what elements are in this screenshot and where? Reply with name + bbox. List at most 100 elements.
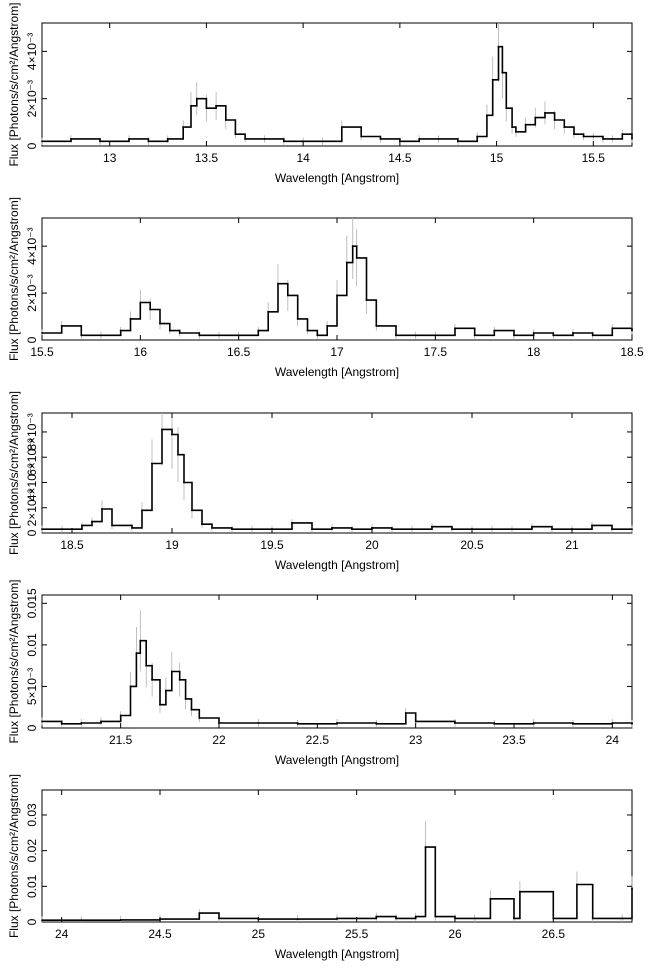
data-point <box>414 720 417 723</box>
data-point <box>414 334 417 337</box>
plot-frame <box>41 22 633 147</box>
x-tick-label: 25 <box>252 927 266 941</box>
data-point <box>119 919 122 921</box>
y-tick-label: 0 <box>25 529 39 536</box>
x-tick-label: 24 <box>55 927 69 941</box>
data-point <box>497 45 500 48</box>
data-point <box>139 639 142 642</box>
spectrum-step-line <box>42 639 633 725</box>
data-point <box>602 138 604 140</box>
x-tick-label: 22 <box>212 733 226 747</box>
data-point <box>111 524 113 527</box>
data-point <box>201 523 203 526</box>
x-tick-label: 19.5 <box>260 538 284 552</box>
data-point <box>159 322 161 325</box>
data-point <box>434 915 437 918</box>
data-point <box>336 294 338 297</box>
data-point <box>231 528 233 531</box>
data-point <box>491 78 494 81</box>
data-point <box>311 528 313 531</box>
data-point <box>321 140 324 143</box>
data-point <box>170 670 173 673</box>
data-point <box>101 508 103 510</box>
data-point <box>251 528 253 531</box>
data-point <box>331 527 333 529</box>
y-tick-label: 0.03 <box>25 803 39 827</box>
data-point <box>190 104 192 107</box>
data-point <box>493 329 496 332</box>
y-tick-label: 5×10⁻³ <box>25 668 39 705</box>
data-point <box>198 334 201 337</box>
y-axis-label: Flux [Photons/s/cm²/Angstrom] <box>7 391 21 555</box>
data-point <box>418 138 421 140</box>
data-point <box>476 135 479 138</box>
data-point <box>336 917 338 920</box>
data-point <box>551 528 553 531</box>
x-tick-label: 13 <box>103 151 117 165</box>
x-tick-label: 21.5 <box>109 733 133 747</box>
y-axis-label: Flux [Photons/s/cm²/Angstrom] <box>7 2 21 166</box>
data-point <box>244 138 247 140</box>
x-tick-label: 16 <box>134 345 148 359</box>
x-tick-label: 16.5 <box>227 345 251 359</box>
spectrum-panel-4: 21.5 22 22.5 23 23.5 24 0 5×10⁻³ 0.01 0.015 Wavele… <box>7 579 633 767</box>
x-tick-label: 15.5 <box>30 345 54 359</box>
data-point <box>532 722 535 724</box>
data-point <box>573 133 575 136</box>
data-point <box>515 130 517 133</box>
data-point <box>340 126 343 128</box>
data-point <box>553 119 556 121</box>
data-point <box>489 897 492 900</box>
data-point <box>119 329 122 332</box>
plot-frame <box>41 412 633 534</box>
data-point <box>524 123 527 126</box>
spectrum-step-line <box>42 45 633 143</box>
data-point <box>286 294 289 297</box>
data-point <box>257 329 260 332</box>
x-tick-label: 17.5 <box>424 345 448 359</box>
data-point <box>218 334 220 337</box>
y-tick-label: 4×10⁻³ <box>25 33 39 70</box>
y-tick-label: 0 <box>25 142 39 149</box>
data-point <box>505 107 508 110</box>
data-point <box>511 528 513 531</box>
x-tick-label: 14.5 <box>388 151 412 165</box>
data-point <box>454 722 456 724</box>
data-point <box>257 722 260 724</box>
data-point <box>511 126 513 128</box>
data-point <box>532 332 535 334</box>
data-point <box>267 310 270 313</box>
data-point <box>552 334 555 337</box>
data-point <box>191 509 193 512</box>
data-point <box>178 332 181 334</box>
data-point <box>375 722 378 725</box>
x-tick-label: 14 <box>296 151 310 165</box>
data-point <box>263 138 266 140</box>
data-point <box>224 119 227 121</box>
y-tick-label: 0 <box>25 918 39 925</box>
data-point <box>168 329 171 332</box>
data-point <box>591 524 593 527</box>
y-tick-label: 8×10⁻³ <box>25 413 39 450</box>
x-axis-label: Wavelength [Angstrom] <box>275 558 399 572</box>
data-point <box>151 462 153 465</box>
data-point <box>190 708 193 711</box>
y-tick-label: 0 <box>25 336 39 343</box>
data-point <box>141 509 143 512</box>
data-point <box>519 890 521 893</box>
data-point <box>534 116 537 119</box>
data-point <box>234 133 237 136</box>
data-point <box>631 329 633 332</box>
data-point <box>218 917 220 920</box>
data-point <box>145 664 148 667</box>
data-point <box>572 332 574 334</box>
data-point <box>355 257 358 259</box>
data-point <box>591 334 594 337</box>
x-tick-label: 18 <box>527 345 541 359</box>
data-point <box>424 846 427 848</box>
data-point <box>131 527 133 529</box>
data-point <box>414 915 417 918</box>
data-point <box>128 138 130 140</box>
data-point <box>345 261 348 264</box>
data-point <box>572 722 574 725</box>
